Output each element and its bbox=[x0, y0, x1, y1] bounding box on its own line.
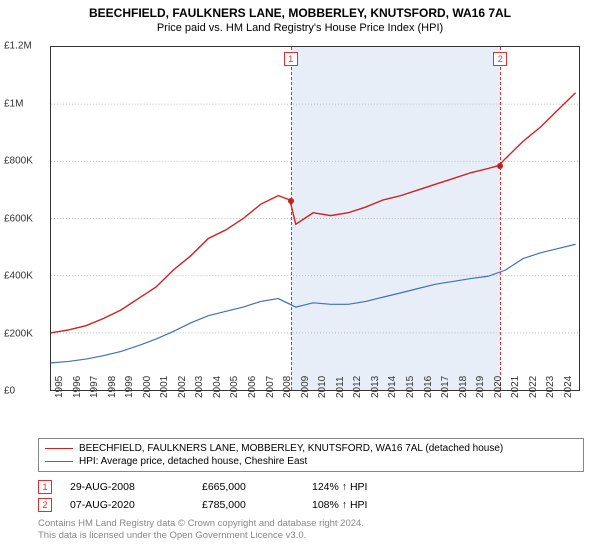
xtick-label: 2021 bbox=[510, 376, 521, 398]
xtick-label: 2005 bbox=[229, 376, 240, 398]
transaction-price: £665,000 bbox=[202, 481, 302, 493]
ytick-label: £600K bbox=[4, 213, 33, 224]
xtick-label: 2016 bbox=[423, 376, 434, 398]
xtick-label: 2024 bbox=[563, 376, 574, 398]
marker-dot bbox=[288, 198, 294, 204]
xtick-label: 1999 bbox=[124, 376, 135, 398]
xtick-label: 2010 bbox=[317, 376, 328, 398]
transaction-marker: 2 bbox=[38, 498, 52, 512]
page-subtitle: Price paid vs. HM Land Registry's House … bbox=[0, 20, 600, 38]
transaction-pct: 108% ↑ HPI bbox=[312, 499, 432, 511]
xtick-label: 2022 bbox=[528, 376, 539, 398]
attribution-line1: Contains HM Land Registry data © Crown c… bbox=[38, 518, 364, 530]
transaction-row: 2 07-AUG-2020 £785,000 108% ↑ HPI bbox=[38, 496, 432, 514]
transactions-table: 1 29-AUG-2008 £665,000 124% ↑ HPI 2 07-AUG-20… bbox=[38, 478, 432, 514]
xtick-label: 2019 bbox=[475, 376, 486, 398]
legend-row: HPI: Average price, detached house, Ches… bbox=[45, 455, 577, 468]
xtick-label: 1995 bbox=[54, 376, 65, 398]
legend: BEECHFIELD, FAULKNERS LANE, MOBBERLEY, K… bbox=[38, 438, 584, 472]
attribution-line2: This data is licensed under the Open Gov… bbox=[38, 530, 364, 542]
attribution: Contains HM Land Registry data © Crown c… bbox=[38, 518, 364, 543]
xtick-label: 2001 bbox=[159, 376, 170, 398]
xtick-label: 1998 bbox=[107, 376, 118, 398]
ytick-label: £1.2M bbox=[4, 41, 32, 52]
xtick-label: 2007 bbox=[265, 376, 276, 398]
chart: 12 bbox=[50, 46, 580, 391]
marker-vline bbox=[291, 47, 292, 390]
xtick-label: 1997 bbox=[89, 376, 100, 398]
legend-row: BEECHFIELD, FAULKNERS LANE, MOBBERLEY, K… bbox=[45, 442, 577, 455]
ytick-label: £200K bbox=[4, 328, 33, 339]
xtick-label: 2014 bbox=[387, 376, 398, 398]
xtick-label: 2023 bbox=[545, 376, 556, 398]
legend-swatch bbox=[45, 461, 73, 462]
ytick-label: £400K bbox=[4, 271, 33, 282]
marker-box: 2 bbox=[493, 52, 507, 66]
legend-label: BEECHFIELD, FAULKNERS LANE, MOBBERLEY, K… bbox=[79, 443, 503, 454]
legend-swatch bbox=[45, 448, 73, 449]
ytick-label: £800K bbox=[4, 156, 33, 167]
xtick-label: 2011 bbox=[335, 376, 346, 398]
xtick-label: 2004 bbox=[212, 376, 223, 398]
transaction-date: 29-AUG-2008 bbox=[62, 481, 192, 493]
transaction-date: 07-AUG-2020 bbox=[62, 499, 192, 511]
xtick-label: 2013 bbox=[370, 376, 381, 398]
xtick-label: 2017 bbox=[440, 376, 451, 398]
legend-label: HPI: Average price, detached house, Ches… bbox=[79, 456, 307, 467]
xtick-label: 2018 bbox=[458, 376, 469, 398]
xtick-label: 2006 bbox=[247, 376, 258, 398]
ytick-label: £1M bbox=[4, 98, 23, 109]
series-property bbox=[51, 93, 576, 333]
xtick-label: 2009 bbox=[300, 376, 311, 398]
transaction-price: £785,000 bbox=[202, 499, 302, 511]
transaction-pct: 124% ↑ HPI bbox=[312, 481, 432, 493]
ytick-label: £0 bbox=[4, 386, 15, 397]
xtick-label: 2003 bbox=[194, 376, 205, 398]
xtick-label: 2008 bbox=[282, 376, 293, 398]
xtick-label: 2000 bbox=[142, 376, 153, 398]
xtick-label: 2002 bbox=[177, 376, 188, 398]
series-paths bbox=[51, 93, 576, 363]
marker-box: 1 bbox=[284, 52, 298, 66]
page-title: BEECHFIELD, FAULKNERS LANE, MOBBERLEY, K… bbox=[0, 0, 600, 20]
xtick-label: 2020 bbox=[493, 376, 504, 398]
xtick-label: 2012 bbox=[352, 376, 363, 398]
xtick-label: 2015 bbox=[405, 376, 416, 398]
transaction-marker: 1 bbox=[38, 480, 52, 494]
marker-vline bbox=[500, 47, 501, 390]
marker-dot bbox=[497, 163, 503, 169]
transaction-row: 1 29-AUG-2008 £665,000 124% ↑ HPI bbox=[38, 478, 432, 496]
xtick-label: 1996 bbox=[72, 376, 83, 398]
